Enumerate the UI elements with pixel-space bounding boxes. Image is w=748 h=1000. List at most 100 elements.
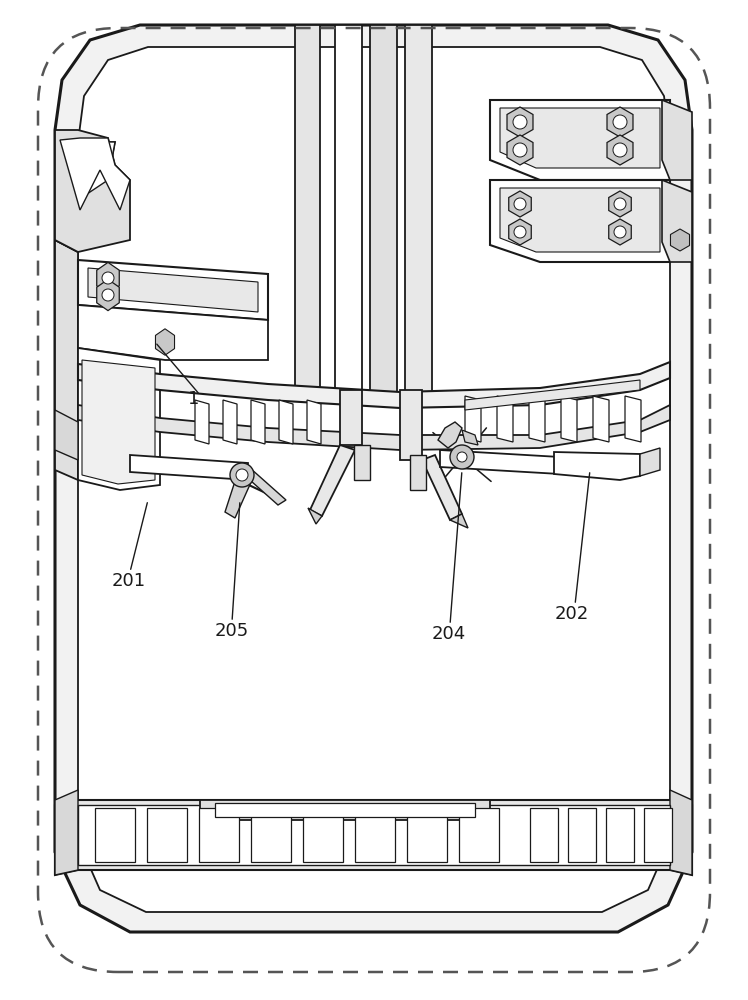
- Circle shape: [102, 289, 114, 301]
- Polygon shape: [78, 142, 115, 200]
- Polygon shape: [96, 262, 119, 294]
- Polygon shape: [95, 808, 135, 862]
- Text: 1: 1: [188, 390, 200, 408]
- Polygon shape: [78, 47, 670, 912]
- Circle shape: [236, 469, 248, 481]
- Polygon shape: [130, 455, 248, 480]
- Polygon shape: [78, 362, 670, 408]
- Polygon shape: [225, 472, 252, 518]
- Polygon shape: [465, 380, 640, 410]
- Polygon shape: [96, 279, 119, 311]
- Polygon shape: [410, 455, 426, 490]
- Polygon shape: [307, 400, 321, 444]
- Polygon shape: [55, 790, 78, 875]
- Polygon shape: [242, 468, 286, 505]
- Polygon shape: [625, 396, 641, 442]
- Polygon shape: [440, 450, 560, 474]
- Polygon shape: [340, 390, 362, 445]
- Polygon shape: [507, 135, 533, 165]
- Text: 201: 201: [112, 572, 146, 590]
- Polygon shape: [156, 329, 174, 355]
- Polygon shape: [55, 130, 115, 252]
- Polygon shape: [370, 25, 397, 400]
- Polygon shape: [55, 130, 130, 252]
- Polygon shape: [640, 448, 660, 476]
- Polygon shape: [55, 25, 692, 932]
- Circle shape: [614, 198, 626, 210]
- Circle shape: [514, 198, 526, 210]
- Polygon shape: [88, 268, 258, 312]
- Circle shape: [102, 272, 114, 284]
- Polygon shape: [670, 790, 692, 875]
- Polygon shape: [335, 25, 362, 400]
- Text: 205: 205: [215, 622, 249, 640]
- Polygon shape: [422, 455, 462, 520]
- Polygon shape: [490, 100, 670, 180]
- Circle shape: [513, 143, 527, 157]
- Circle shape: [230, 463, 254, 487]
- Polygon shape: [670, 229, 690, 251]
- Circle shape: [613, 115, 627, 129]
- Polygon shape: [147, 808, 187, 862]
- Circle shape: [514, 226, 526, 238]
- Circle shape: [450, 445, 474, 469]
- Polygon shape: [593, 396, 609, 442]
- Polygon shape: [500, 108, 660, 168]
- Polygon shape: [609, 191, 631, 217]
- Polygon shape: [82, 360, 155, 484]
- Polygon shape: [55, 240, 78, 480]
- Polygon shape: [405, 25, 432, 400]
- Polygon shape: [644, 808, 672, 862]
- Polygon shape: [354, 445, 370, 480]
- Polygon shape: [530, 808, 558, 862]
- Polygon shape: [662, 100, 692, 180]
- Polygon shape: [279, 400, 293, 444]
- Polygon shape: [438, 422, 462, 448]
- Polygon shape: [60, 138, 130, 210]
- Circle shape: [614, 226, 626, 238]
- Circle shape: [457, 452, 467, 462]
- Polygon shape: [195, 400, 209, 444]
- Polygon shape: [568, 808, 596, 862]
- Polygon shape: [55, 410, 78, 460]
- Polygon shape: [295, 25, 320, 400]
- Polygon shape: [78, 805, 670, 865]
- Circle shape: [513, 115, 527, 129]
- Polygon shape: [554, 452, 640, 480]
- Polygon shape: [355, 808, 395, 862]
- Polygon shape: [509, 191, 531, 217]
- Polygon shape: [462, 430, 478, 445]
- Polygon shape: [490, 180, 670, 262]
- Polygon shape: [78, 305, 268, 360]
- Polygon shape: [55, 800, 692, 875]
- Bar: [215, 803, 475, 817]
- Polygon shape: [609, 219, 631, 245]
- Text: 202: 202: [555, 605, 589, 623]
- Polygon shape: [561, 396, 577, 442]
- Polygon shape: [223, 400, 237, 444]
- Polygon shape: [450, 514, 468, 528]
- Polygon shape: [251, 400, 265, 444]
- Polygon shape: [308, 508, 322, 524]
- Polygon shape: [500, 188, 660, 252]
- Polygon shape: [303, 808, 343, 862]
- Polygon shape: [78, 405, 670, 450]
- Polygon shape: [199, 808, 239, 862]
- Polygon shape: [78, 348, 160, 490]
- Polygon shape: [459, 808, 499, 862]
- Text: 204: 204: [432, 625, 466, 643]
- Polygon shape: [497, 396, 513, 442]
- Polygon shape: [607, 135, 633, 165]
- Polygon shape: [662, 180, 692, 262]
- Polygon shape: [465, 396, 481, 442]
- Polygon shape: [507, 107, 533, 137]
- Circle shape: [613, 143, 627, 157]
- Polygon shape: [78, 260, 268, 320]
- Polygon shape: [400, 390, 422, 460]
- Polygon shape: [407, 808, 447, 862]
- Polygon shape: [529, 396, 545, 442]
- Polygon shape: [310, 445, 355, 516]
- Polygon shape: [251, 808, 291, 862]
- Polygon shape: [606, 808, 634, 862]
- Polygon shape: [509, 219, 531, 245]
